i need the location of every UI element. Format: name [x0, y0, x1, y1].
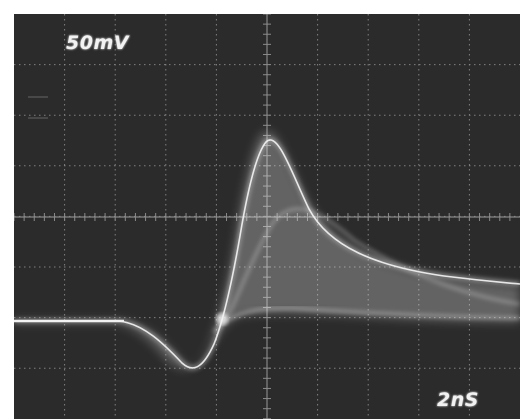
- waveform-tail: [212, 306, 520, 334]
- time-per-div-label: 2nS: [437, 389, 479, 411]
- volts-per-div-label: 50mV: [66, 32, 129, 54]
- waveform-tail: [224, 207, 520, 321]
- waveform-trace: [14, 130, 520, 371]
- waveform-envelope: [14, 130, 520, 369]
- waveform-display: [14, 14, 520, 419]
- crossing-point: [216, 313, 228, 325]
- oscilloscope-screen: 50mV 2nS: [14, 14, 520, 419]
